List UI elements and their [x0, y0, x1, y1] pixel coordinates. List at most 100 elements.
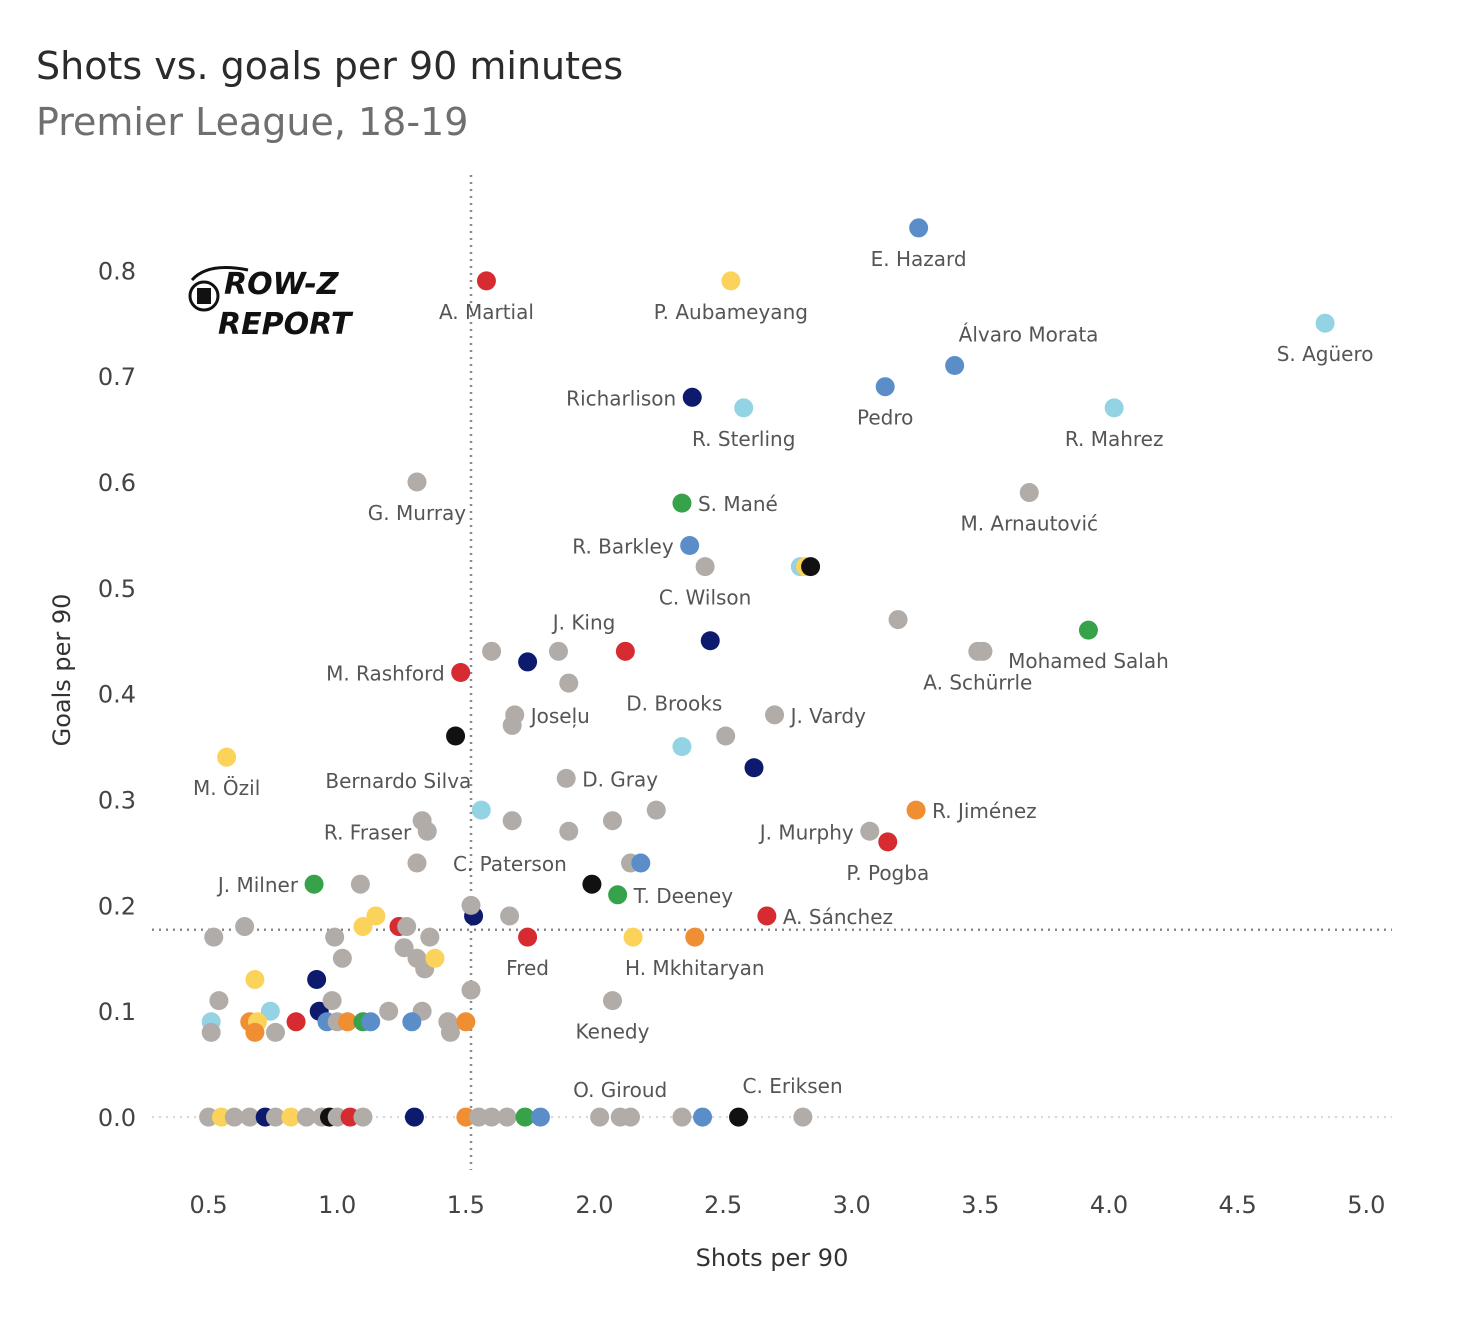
- point-label-c-wilson: C. Wilson: [659, 586, 751, 610]
- data-point: [307, 969, 327, 989]
- data-point: [559, 673, 579, 693]
- data-point-fred: [518, 927, 538, 947]
- data-point: [602, 811, 622, 831]
- y-tick-label: 0.0: [98, 1104, 136, 1132]
- x-tick-label: 3.0: [833, 1191, 871, 1219]
- point-label-s-mane: S. Mané: [698, 492, 778, 516]
- point-label-p-aubameyang: P. Aubameyang: [654, 300, 808, 324]
- point-label-m-arnautovic: M. Arnautović: [960, 512, 1098, 536]
- data-point-a-schurrle: [968, 641, 988, 661]
- data-point: [366, 906, 386, 926]
- data-point: [407, 853, 427, 873]
- data-point: [322, 991, 342, 1011]
- data-point-kenedy: [602, 991, 622, 1011]
- data-point: [446, 726, 466, 746]
- data-point: [325, 927, 345, 947]
- point-label-j-king: J. King: [551, 610, 616, 634]
- logo-line1: ROW-Z: [224, 267, 340, 302]
- data-point-j-murphy: [860, 821, 880, 841]
- data-point: [461, 895, 481, 915]
- point-label-r-mahrez: R. Mahrez: [1065, 427, 1164, 451]
- data-point-r-sterling: [734, 398, 754, 418]
- data-point-m-rashford: [451, 663, 471, 682]
- data-point: [559, 821, 579, 841]
- data-point-r-barkley: [680, 535, 700, 555]
- data-point-j-vardy: [765, 705, 785, 725]
- logo-swoosh: [190, 266, 249, 282]
- point-label-t-deeney: T. Deeney: [633, 884, 734, 908]
- data-point-c-wilson: [695, 557, 715, 577]
- data-point-p-aubameyang: [721, 271, 741, 291]
- data-point: [482, 1107, 502, 1127]
- data-point-r-jimenez: [906, 800, 926, 820]
- data-point-bernardo-silva: [471, 800, 491, 820]
- data-point: [296, 1107, 316, 1127]
- x-tick-label: 1.0: [318, 1191, 356, 1219]
- data-point-c-eriksen: [729, 1107, 749, 1127]
- data-point: [235, 917, 255, 937]
- data-point: [260, 1001, 280, 1021]
- point-label-m-rashford: M. Rashford: [326, 662, 445, 686]
- logo-line2: REPORT: [218, 307, 354, 342]
- data-point: [461, 980, 481, 1000]
- data-point-m-ozil: [217, 747, 237, 767]
- data-point-e-hazard: [909, 218, 929, 238]
- data-point: [716, 726, 736, 746]
- point-label-p-pogba: P. Pogba: [846, 861, 929, 885]
- data-point: [456, 1012, 476, 1032]
- point-label-h-mkhitaryan: H. Mkhitaryan: [625, 956, 765, 980]
- data-point: [500, 906, 520, 926]
- data-point-alvaro-morata: [945, 356, 965, 376]
- data-point: [240, 1107, 260, 1127]
- data-point: [281, 1107, 301, 1127]
- point-label-r-jimenez: R. Jiménez: [932, 799, 1037, 823]
- data-point-t-deeney: [608, 885, 628, 905]
- data-point: [201, 1022, 221, 1042]
- data-point: [744, 758, 764, 778]
- data-point: [224, 1107, 244, 1127]
- point-label-pedro: Pedro: [857, 406, 913, 430]
- point-label-mohamed-salah: Mohamed Salah: [1008, 649, 1169, 673]
- data-point: [515, 1107, 535, 1127]
- data-point: [353, 1107, 373, 1127]
- x-tick-label: 4.0: [1090, 1191, 1128, 1219]
- data-point: [420, 927, 440, 947]
- data-point: [482, 641, 502, 661]
- x-tick-label: 3.5: [961, 1191, 999, 1219]
- data-point: [394, 938, 414, 958]
- data-point: [361, 1012, 381, 1032]
- point-label-a-schurrle: A. Schürrle: [923, 670, 1032, 694]
- point-label-r-sterling: R. Sterling: [692, 427, 795, 451]
- x-tick-label: 2.5: [704, 1191, 742, 1219]
- point-label-richarlison: Richarlison: [566, 386, 676, 410]
- point-label-s-aguero: S. Agüero: [1277, 342, 1374, 366]
- data-point-s-aguero: [1315, 313, 1335, 333]
- data-point: [548, 641, 568, 661]
- data-point: [425, 948, 445, 968]
- data-point-a-sanchez: [757, 906, 777, 926]
- data-point: [338, 1012, 358, 1032]
- point-label-alvaro-morata: Álvaro Morata: [959, 323, 1099, 347]
- data-point: [332, 948, 352, 968]
- data-point-p-pogba: [878, 832, 898, 852]
- point-label-e-hazard: E. Hazard: [871, 247, 967, 271]
- data-point-o-giroud: [610, 1107, 630, 1127]
- point-label-joselu: Joseļu: [529, 704, 590, 728]
- data-point: [402, 1012, 422, 1032]
- point-label-j-milner: J. Milner: [216, 873, 299, 897]
- data-point: [265, 1022, 285, 1042]
- axis-ticks: 0.5 1.0 1.5 2.0 2.5 3.0 3.5 4.0 4.5 5.0 0.0 0.1 0.2 0…: [98, 257, 1386, 1219]
- y-tick-label: 0.6: [98, 469, 136, 497]
- data-point-pedro: [875, 377, 895, 397]
- data-point: [582, 874, 602, 894]
- y-tick-label: 0.5: [98, 575, 136, 603]
- point-label-j-murphy: J. Murphy: [758, 820, 854, 844]
- data-point-j-king: [615, 641, 635, 661]
- point-label-j-vardy: J. Vardy: [789, 704, 867, 728]
- data-point-c-paterson: [631, 853, 651, 873]
- data-point-m-arnautovic: [1019, 483, 1039, 503]
- y-tick-label: 0.4: [98, 681, 136, 709]
- point-label-d-brooks: D. Brooks: [626, 692, 722, 716]
- point-label-c-paterson: C. Paterson: [453, 852, 567, 876]
